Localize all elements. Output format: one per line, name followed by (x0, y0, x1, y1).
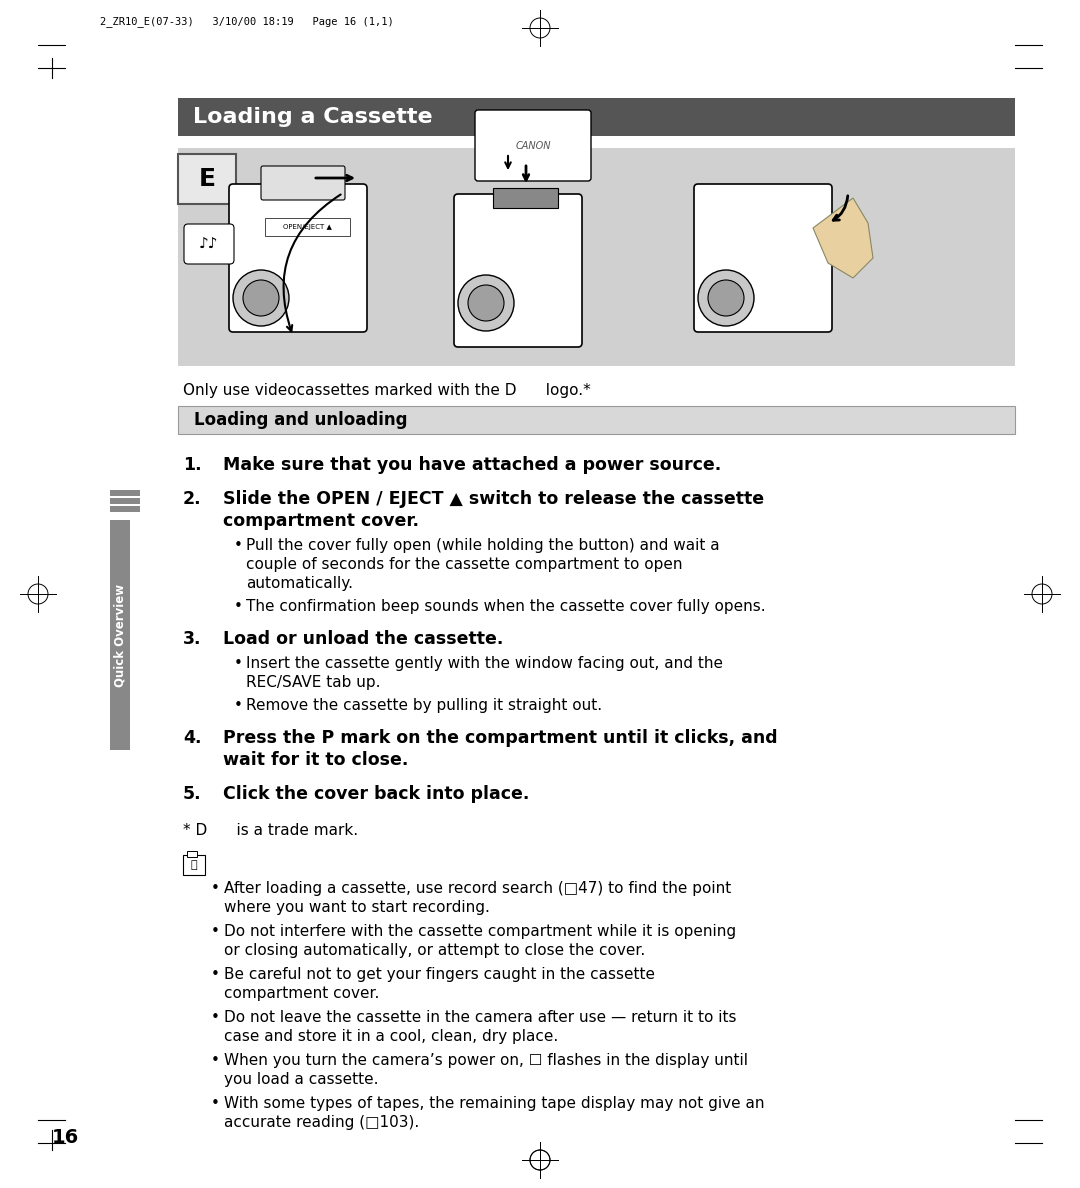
Text: Press the P mark on the compartment until it clicks, and: Press the P mark on the compartment unti… (222, 729, 778, 747)
Text: OPEN/EJECT ▲: OPEN/EJECT ▲ (283, 225, 332, 230)
Text: Loading a Cassette: Loading a Cassette (193, 107, 433, 127)
Text: •: • (211, 881, 220, 896)
Text: wait for it to close.: wait for it to close. (222, 751, 408, 769)
Text: Remove the cassette by pulling it straight out.: Remove the cassette by pulling it straig… (246, 699, 603, 713)
Text: 4.: 4. (183, 729, 202, 747)
Text: When you turn the camera’s power on, ☐ flashes in the display until: When you turn the camera’s power on, ☐ f… (224, 1053, 748, 1068)
Text: Pull the cover fully open (while holding the button) and wait a: Pull the cover fully open (while holding… (246, 538, 719, 552)
FancyBboxPatch shape (694, 184, 832, 331)
Text: •: • (234, 538, 243, 552)
Polygon shape (813, 198, 873, 278)
Text: •: • (234, 599, 243, 614)
Text: 1.: 1. (183, 456, 202, 474)
Circle shape (458, 274, 514, 331)
Text: Load or unload the cassette.: Load or unload the cassette. (222, 630, 503, 647)
Bar (178, 154, 237, 204)
Text: Do not leave the cassette in the camera after use — return it to its: Do not leave the cassette in the camera … (224, 1010, 737, 1025)
Text: •: • (211, 967, 220, 982)
Text: Insert the cassette gently with the window facing out, and the: Insert the cassette gently with the wind… (246, 656, 723, 671)
FancyBboxPatch shape (475, 110, 591, 181)
Text: 3.: 3. (183, 630, 202, 647)
Text: * D      is a trade mark.: * D is a trade mark. (183, 823, 359, 838)
Circle shape (708, 280, 744, 316)
Text: •: • (211, 1010, 220, 1025)
Text: couple of seconds for the cassette compartment to open: couple of seconds for the cassette compa… (246, 557, 683, 571)
Text: •: • (211, 1053, 220, 1068)
Text: Do not interfere with the cassette compartment while it is opening: Do not interfere with the cassette compa… (224, 924, 737, 939)
Text: Slide the OPEN / EJECT ▲ switch to release the cassette: Slide the OPEN / EJECT ▲ switch to relea… (222, 489, 765, 508)
Bar (110, 506, 140, 512)
Text: •: • (211, 924, 220, 939)
Bar (183, 855, 205, 876)
Bar (110, 520, 130, 750)
Text: Be careful not to get your fingers caught in the cassette: Be careful not to get your fingers caugh… (224, 967, 654, 982)
FancyBboxPatch shape (184, 225, 234, 264)
Bar (265, 219, 350, 236)
Text: The confirmation beep sounds when the cassette cover fully opens.: The confirmation beep sounds when the ca… (246, 599, 766, 614)
Text: ⛳: ⛳ (191, 860, 198, 870)
Text: or closing automatically, or attempt to close the cover.: or closing automatically, or attempt to … (224, 943, 645, 958)
Text: 2.: 2. (183, 489, 202, 508)
Bar (187, 851, 197, 857)
Text: automatically.: automatically. (246, 576, 353, 590)
Text: After loading a cassette, use record search (□47) to find the point: After loading a cassette, use record sea… (224, 881, 731, 896)
Circle shape (233, 270, 289, 326)
Circle shape (468, 285, 504, 321)
Bar (178, 406, 1015, 434)
Text: accurate reading (□103).: accurate reading (□103). (224, 1116, 419, 1130)
FancyBboxPatch shape (454, 194, 582, 347)
Text: where you want to start recording.: where you want to start recording. (224, 901, 490, 915)
Text: ♪♪: ♪♪ (199, 236, 219, 252)
Text: •: • (234, 699, 243, 713)
Text: compartment cover.: compartment cover. (224, 986, 379, 1001)
Text: REC/SAVE tab up.: REC/SAVE tab up. (246, 675, 380, 690)
Circle shape (698, 270, 754, 326)
Text: Loading and unloading: Loading and unloading (194, 411, 407, 429)
Text: With some types of tapes, the remaining tape display may not give an: With some types of tapes, the remaining … (224, 1097, 765, 1111)
Text: Only use videocassettes marked with the D      logo.*: Only use videocassettes marked with the … (183, 383, 591, 398)
Text: Click the cover back into place.: Click the cover back into place. (222, 785, 529, 803)
Text: •: • (211, 1097, 220, 1111)
FancyBboxPatch shape (229, 184, 367, 331)
Text: •: • (234, 656, 243, 671)
Text: 2_ZR10_E(07-33)   3/10/00 18:19   Page 16 (1,1): 2_ZR10_E(07-33) 3/10/00 18:19 Page 16 (1… (100, 17, 394, 27)
Text: compartment cover.: compartment cover. (222, 512, 419, 530)
Bar (492, 188, 558, 208)
Bar (110, 489, 140, 497)
Text: Quick Overview: Quick Overview (113, 583, 126, 687)
Text: 5.: 5. (183, 785, 202, 803)
Text: 16: 16 (52, 1127, 79, 1146)
Text: you load a cassette.: you load a cassette. (224, 1072, 378, 1087)
Bar (110, 498, 140, 504)
Text: CANON: CANON (515, 141, 551, 151)
Bar (178, 148, 1015, 366)
FancyBboxPatch shape (261, 166, 345, 200)
Circle shape (243, 280, 279, 316)
Text: E: E (199, 168, 216, 191)
Text: Make sure that you have attached a power source.: Make sure that you have attached a power… (222, 456, 721, 474)
Bar (178, 97, 1015, 135)
Text: case and store it in a cool, clean, dry place.: case and store it in a cool, clean, dry … (224, 1029, 558, 1044)
